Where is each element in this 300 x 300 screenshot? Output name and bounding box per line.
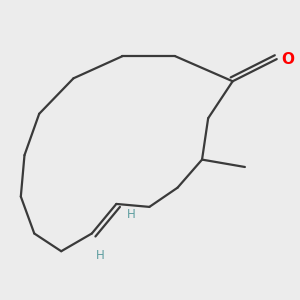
- Text: H: H: [127, 208, 135, 221]
- Text: O: O: [282, 52, 295, 67]
- Text: H: H: [96, 249, 105, 262]
